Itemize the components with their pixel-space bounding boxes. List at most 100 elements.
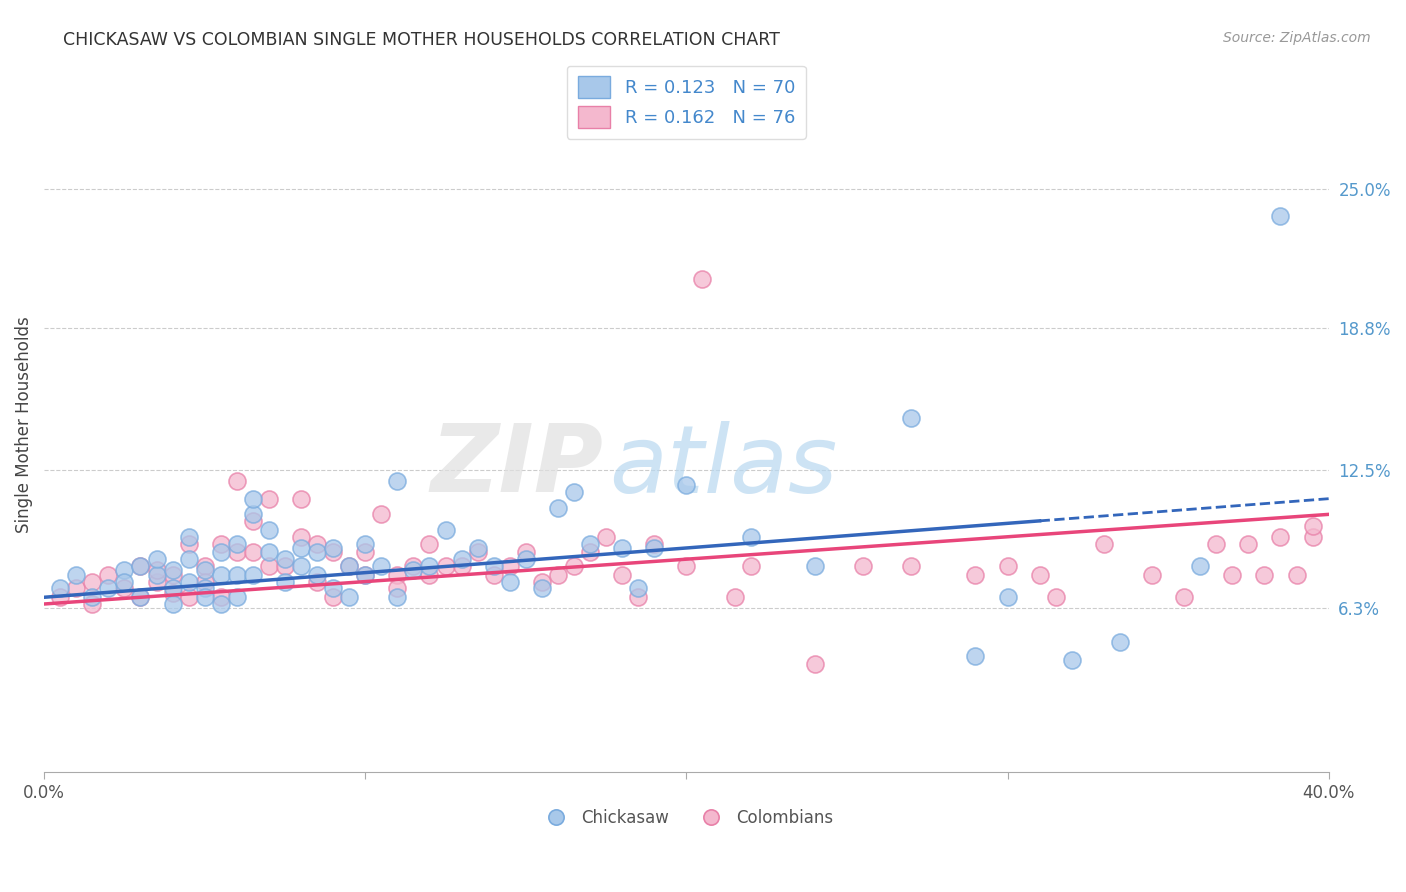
Point (322, 545, 344, 559)
Point (162, 582, 184, 596)
Point (740, 530, 762, 544)
Point (145, 574, 167, 589)
Point (49, 591, 72, 605)
Point (418, 558, 440, 573)
Point (225, 474, 247, 488)
Point (482, 567, 505, 582)
Point (1092, 536, 1115, 550)
Point (129, 591, 152, 605)
Point (354, 545, 377, 559)
Point (627, 582, 650, 596)
Point (307, 536, 329, 550)
Point (307, 545, 329, 559)
Point (1270, 530, 1292, 544)
Point (482, 558, 505, 573)
Point (82, 597, 104, 611)
Point (177, 536, 200, 550)
Point (900, 558, 922, 573)
Point (1045, 591, 1067, 605)
Point (209, 536, 232, 550)
Point (82, 574, 104, 589)
Point (242, 491, 264, 506)
Point (562, 558, 585, 573)
Point (337, 558, 360, 573)
Point (418, 567, 440, 582)
Point (290, 558, 312, 573)
Point (242, 545, 264, 559)
Point (162, 563, 184, 577)
Point (194, 582, 217, 596)
Point (242, 567, 264, 582)
Point (530, 582, 553, 596)
Point (145, 567, 167, 582)
Point (112, 582, 135, 596)
Point (515, 545, 537, 559)
Point (370, 558, 392, 573)
Point (643, 536, 665, 550)
Point (194, 558, 217, 573)
Point (965, 648, 987, 663)
Point (162, 586, 184, 600)
Point (387, 567, 409, 582)
Point (290, 491, 312, 506)
Point (194, 563, 217, 577)
Point (434, 523, 457, 537)
Point (610, 567, 633, 582)
Point (562, 485, 585, 500)
Point (194, 591, 217, 605)
Point (112, 574, 135, 589)
Point (162, 567, 184, 582)
Point (257, 523, 280, 537)
Point (1189, 558, 1212, 573)
Point (65, 582, 87, 596)
Point (225, 545, 247, 559)
Point (579, 536, 602, 550)
Point (177, 574, 200, 589)
Point (65, 567, 87, 582)
Text: atlas: atlas (609, 421, 838, 512)
Point (675, 478, 697, 492)
Point (1028, 567, 1050, 582)
Point (515, 552, 537, 566)
Text: ZIP: ZIP (430, 420, 603, 512)
Point (675, 558, 697, 573)
Point (1285, 567, 1308, 582)
Point (997, 591, 1019, 605)
Point (322, 541, 344, 555)
Point (402, 563, 425, 577)
Point (740, 558, 762, 573)
Point (547, 567, 569, 582)
Point (579, 545, 602, 559)
Point (530, 574, 553, 589)
Point (900, 411, 922, 425)
Point (467, 545, 489, 559)
Point (97, 567, 120, 582)
Point (354, 567, 377, 582)
Point (610, 541, 633, 555)
Point (322, 591, 344, 605)
Point (225, 567, 247, 582)
Point (692, 272, 714, 286)
Point (499, 574, 522, 589)
Text: CHICKASAW VS COLOMBIAN SINGLE MOTHER HOUSEHOLDS CORRELATION CHART: CHICKASAW VS COLOMBIAN SINGLE MOTHER HOU… (63, 31, 780, 49)
Point (209, 545, 232, 559)
Point (97, 582, 120, 596)
Point (1220, 567, 1243, 582)
Point (852, 558, 875, 573)
Point (1253, 567, 1275, 582)
Point (112, 563, 135, 577)
Point (145, 552, 167, 566)
Point (1302, 530, 1324, 544)
Point (1060, 653, 1083, 667)
Point (643, 541, 665, 555)
Point (434, 558, 457, 573)
Point (49, 582, 72, 596)
Point (129, 591, 152, 605)
Point (1109, 635, 1132, 649)
Point (242, 508, 264, 522)
Point (804, 657, 827, 672)
Point (274, 558, 297, 573)
Point (723, 591, 745, 605)
Point (627, 591, 650, 605)
Point (145, 563, 167, 577)
